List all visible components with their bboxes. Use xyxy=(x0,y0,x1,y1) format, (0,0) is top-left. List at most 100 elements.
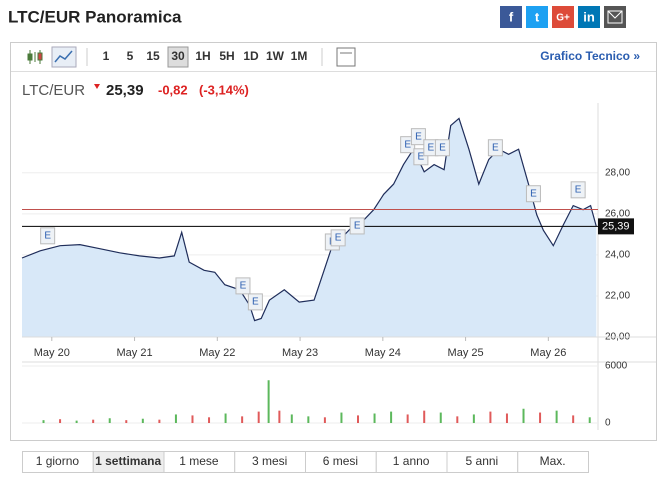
share-button[interactable] xyxy=(500,6,522,28)
interval-button[interactable]: 1H xyxy=(195,49,210,63)
volume-bar xyxy=(456,416,459,423)
volume-bar xyxy=(141,418,144,423)
quote-symbol: LTC/EUR xyxy=(22,82,85,99)
volume-bar xyxy=(522,408,525,423)
volume-bar xyxy=(224,413,227,423)
event-marker[interactable] xyxy=(235,277,251,295)
share-label: in xyxy=(583,9,595,24)
event-label: E xyxy=(415,131,422,142)
y-tick-label: 28,00 xyxy=(605,167,630,178)
interval-button[interactable]: 5H xyxy=(219,49,234,63)
volume-bar xyxy=(241,416,244,423)
range-label: 1 giorno xyxy=(36,454,80,468)
volume-bar xyxy=(290,414,293,423)
last-price-box xyxy=(598,218,634,235)
interval-active xyxy=(167,46,189,68)
share-label: t xyxy=(535,9,540,24)
quote-change: -0,82 xyxy=(158,82,188,97)
volume-bar xyxy=(158,419,161,423)
volume-bar xyxy=(357,415,359,423)
volume-bar xyxy=(572,415,575,423)
event-label: E xyxy=(252,297,259,308)
event-marker[interactable] xyxy=(330,229,346,247)
interval-button[interactable]: 15 xyxy=(146,49,160,63)
volume-bar xyxy=(75,420,78,423)
share-button[interactable] xyxy=(526,6,548,28)
volume-bar xyxy=(42,420,45,423)
share-label: G+ xyxy=(556,13,570,24)
line-icon[interactable] xyxy=(51,46,77,68)
mail-button[interactable] xyxy=(604,6,626,28)
volume-bar xyxy=(406,414,409,423)
range-button[interactable] xyxy=(517,451,589,473)
quote-change-pct: (-3,14%) xyxy=(199,82,249,97)
volume-bar xyxy=(125,420,128,423)
range-label: 6 mesi xyxy=(323,454,358,468)
interval-button[interactable]: 1 xyxy=(103,49,110,63)
event-label: E xyxy=(354,221,361,232)
share-button[interactable] xyxy=(552,6,574,28)
volume-tick-label: 0 xyxy=(605,418,611,429)
range-label: 1 mese xyxy=(179,454,219,468)
volume-bar xyxy=(489,411,492,423)
volume-bar xyxy=(340,412,343,423)
x-tick-label: May 22 xyxy=(199,347,235,359)
y-tick-label: 24,00 xyxy=(605,250,630,261)
widget-frame xyxy=(10,42,657,441)
range-label: 5 anni xyxy=(466,454,499,468)
mail-glyph xyxy=(607,10,623,24)
interval-button[interactable]: 5 xyxy=(127,49,134,63)
x-tick-label: May 20 xyxy=(34,347,70,359)
volume-bar xyxy=(373,413,376,423)
settings-icon[interactable] xyxy=(336,47,356,67)
event-label: E xyxy=(404,139,411,150)
event-label: E xyxy=(418,151,425,162)
event-marker[interactable] xyxy=(410,128,426,146)
line-icon-glyph xyxy=(54,50,73,63)
quote-price: 25,39 xyxy=(106,82,144,99)
interval-button[interactable]: 30 xyxy=(171,49,185,63)
event-marker[interactable] xyxy=(570,181,586,199)
event-label: E xyxy=(335,232,342,243)
volume-bar xyxy=(257,411,260,423)
range-label: 1 anno xyxy=(393,454,430,468)
event-marker[interactable] xyxy=(40,227,56,245)
share-button[interactable] xyxy=(578,6,600,28)
event-marker[interactable] xyxy=(247,293,263,311)
last-price-label: 25,39 xyxy=(602,220,630,232)
candle-icon[interactable] xyxy=(27,50,43,64)
volume-bar xyxy=(307,416,310,423)
volume-bar xyxy=(174,414,177,423)
volume-bar xyxy=(59,419,62,423)
range-label: 1 settimana xyxy=(95,454,161,468)
volume-bar xyxy=(267,380,270,423)
x-tick-label: May 21 xyxy=(117,347,153,359)
event-marker[interactable] xyxy=(349,217,365,235)
y-tick-label: 26,00 xyxy=(605,208,630,219)
interval-button[interactable]: 1D xyxy=(243,49,259,63)
volume-bar xyxy=(423,410,426,423)
technical-chart-link[interactable]: Grafico Tecnico » xyxy=(540,49,640,63)
event-marker[interactable] xyxy=(434,139,450,157)
range-label: Max. xyxy=(540,454,566,468)
volume-bar xyxy=(390,411,393,423)
range-label: 3 mesi xyxy=(252,454,287,468)
event-label: E xyxy=(575,184,582,195)
event-label: E xyxy=(240,281,247,292)
event-label: E xyxy=(44,230,51,241)
volume-bar xyxy=(208,417,211,423)
volume-tick-label: 6000 xyxy=(605,361,628,372)
y-tick-label: 22,00 xyxy=(605,291,630,302)
down-arrow xyxy=(94,84,100,89)
volume-bar xyxy=(439,412,442,423)
volume-bar xyxy=(539,412,542,423)
event-marker[interactable] xyxy=(487,139,503,157)
event-label: E xyxy=(439,142,446,153)
volume-bar xyxy=(92,419,95,423)
event-marker[interactable] xyxy=(525,185,541,203)
interval-button[interactable]: 1M xyxy=(291,49,308,63)
volume-bar xyxy=(278,410,281,423)
interval-button[interactable]: 1W xyxy=(266,49,285,63)
volume-bar xyxy=(505,413,508,423)
